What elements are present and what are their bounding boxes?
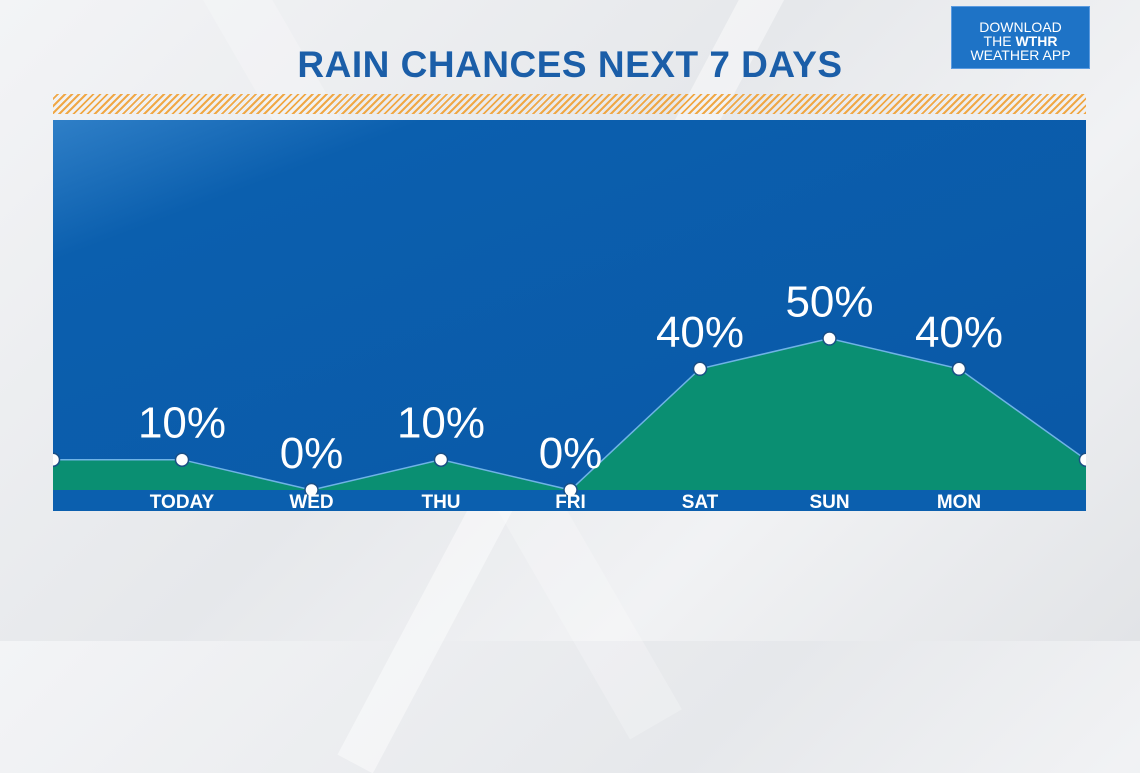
category-label: SAT <box>682 492 719 511</box>
data-point <box>951 361 967 377</box>
download-app-promo[interactable]: DOWNLOAD THE WTHR WEATHER APP <box>951 6 1090 69</box>
promo-line-2: THE WTHR <box>983 33 1058 49</box>
data-point <box>174 452 190 467</box>
category-label: SUN <box>809 492 849 511</box>
data-point <box>304 482 319 498</box>
category-label: MON <box>937 492 981 511</box>
chart-title: RAIN CHANCES NEXT 7 DAYS <box>297 44 843 85</box>
data-point <box>822 331 837 346</box>
value-label: 10% <box>397 399 485 448</box>
hatched-divider <box>53 94 1086 114</box>
data-point <box>433 452 449 467</box>
category-label: TODAY <box>150 492 215 511</box>
rain-area <box>53 338 1086 490</box>
promo-line-3: WEATHER APP <box>970 47 1071 63</box>
promo-brand: WTHR <box>1015 33 1058 49</box>
edge-point <box>53 452 61 467</box>
value-label: 0% <box>539 429 603 478</box>
category-label: THU <box>421 492 460 511</box>
promo-line-1: DOWNLOAD <box>979 19 1062 35</box>
value-label: 10% <box>138 399 226 448</box>
chart-svg: 10% TODAY 0% WED 10% THU 0% FRI 40% SAT 50% SUN 40% M… <box>53 120 1086 511</box>
value-label: 40% <box>915 308 1003 357</box>
value-label: 40% <box>656 308 744 357</box>
data-point <box>563 482 578 498</box>
data-point <box>692 361 708 377</box>
category-label: FRI <box>555 492 586 511</box>
edge-point <box>1078 452 1086 467</box>
value-label: 50% <box>785 278 873 327</box>
category-label: WED <box>289 492 333 511</box>
value-label: 0% <box>280 429 344 478</box>
rain-chance-chart: 10% TODAY 0% WED 10% THU 0% FRI 40% SAT 50% SUN 40% M… <box>53 120 1086 511</box>
